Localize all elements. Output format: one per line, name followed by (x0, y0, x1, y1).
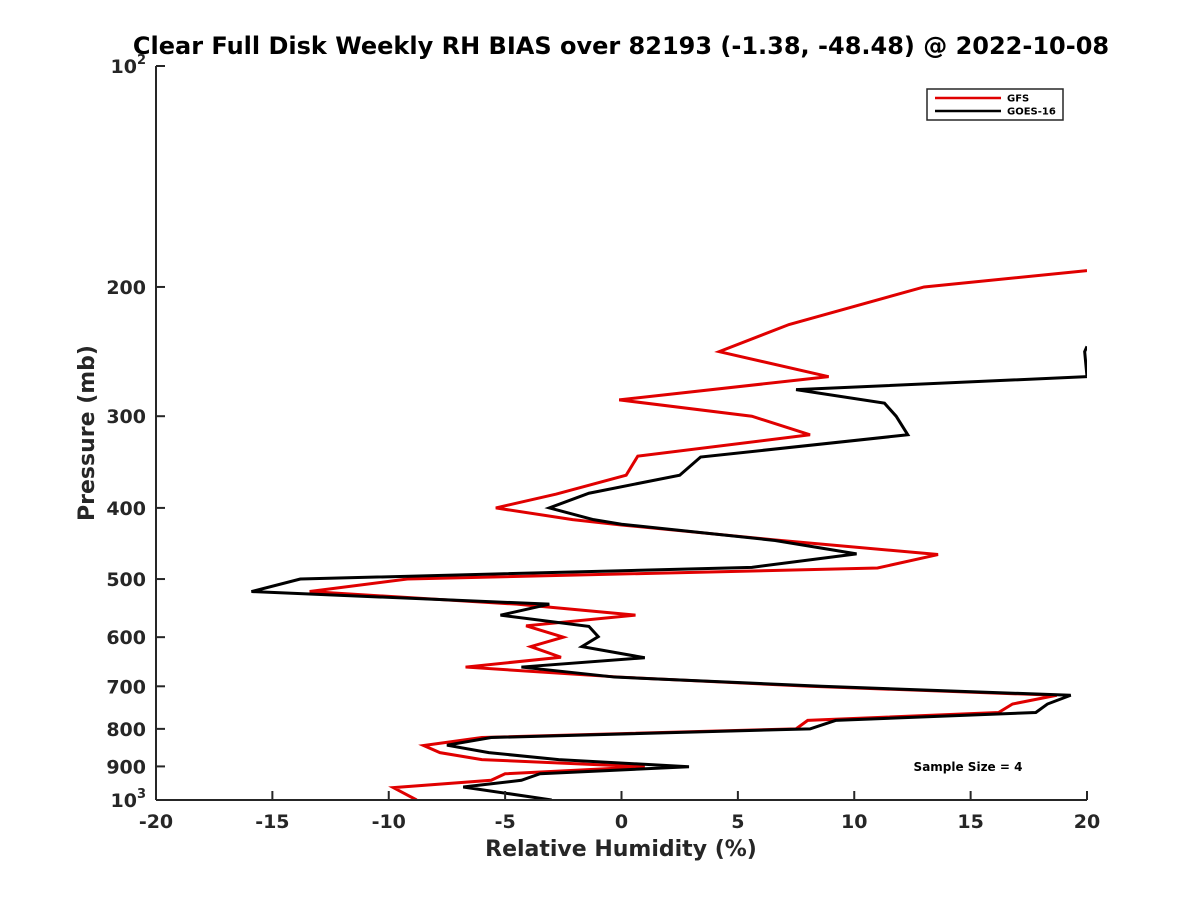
y-tick-label: 102 (111, 53, 147, 78)
chart-title: Clear Full Disk Weekly RH BIAS over 8219… (133, 32, 1109, 60)
y-tick-label: 200 (106, 277, 146, 299)
x-tick-label: -20 (139, 811, 173, 833)
x-tick-label: -5 (495, 811, 516, 833)
x-tick-label: 20 (1074, 811, 1100, 833)
sample-size-annotation: Sample Size = 4 (914, 760, 1023, 774)
y-tick-label: 300 (106, 406, 146, 428)
y-tick-label: 800 (106, 719, 146, 741)
y-tick-label: 103 (111, 787, 147, 812)
y-ticks: 102 200 300 400 500 600 700 800 900 103 (106, 53, 165, 812)
y-axis-label: Pressure (mb) (75, 345, 100, 521)
legend-box (926, 88, 1064, 121)
x-tick-label: 10 (841, 811, 867, 833)
x-tick-label: -15 (255, 811, 289, 833)
y-tick-label: 400 (106, 498, 146, 520)
x-axis-label: Relative Humidity (%) (485, 837, 757, 862)
series-line-goes-16 (251, 345, 1087, 800)
y-tick-label: 900 (106, 756, 146, 778)
legend-label-gfs: GFS (1007, 94, 1029, 105)
x-tick-label: 15 (957, 811, 983, 833)
x-tick-label: 0 (615, 811, 628, 833)
legend: GFS GOES-16 (926, 88, 1064, 121)
y-tick-label: 700 (106, 676, 146, 698)
x-tick-label: -10 (372, 811, 406, 833)
x-ticks: -20 -15 -10 -5 0 5 10 15 20 (139, 791, 1100, 833)
plot-lines (251, 269, 1087, 800)
legend-label-goes16: GOES-16 (1007, 107, 1056, 118)
y-tick-label: 600 (106, 627, 146, 649)
series-line-gfs (309, 269, 1087, 800)
x-tick-label: 5 (731, 811, 744, 833)
y-tick-label: 500 (106, 569, 146, 591)
